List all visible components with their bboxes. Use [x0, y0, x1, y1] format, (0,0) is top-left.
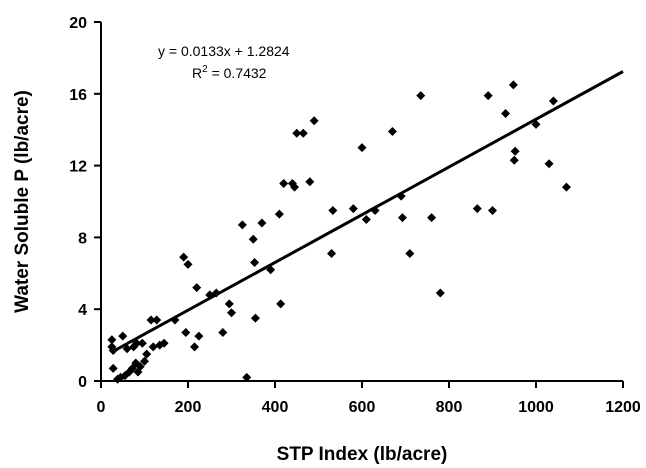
data-point — [328, 205, 338, 215]
data-point — [142, 349, 152, 359]
data-point — [472, 204, 482, 214]
data-point — [483, 91, 493, 101]
data-point — [387, 126, 397, 136]
data-point — [279, 179, 289, 189]
data-point — [548, 96, 558, 106]
y-tick-label: 16 — [69, 87, 87, 104]
data-point — [276, 299, 286, 309]
data-point — [510, 146, 520, 156]
data-point — [118, 331, 128, 341]
data-point — [544, 159, 554, 169]
y-tick-label: 8 — [78, 230, 87, 247]
x-tick-label: 1000 — [518, 399, 554, 416]
data-point — [137, 338, 147, 348]
data-point — [298, 128, 308, 138]
data-point — [192, 283, 202, 293]
data-point — [361, 214, 371, 224]
x-tick-label: 1200 — [605, 399, 641, 416]
data-point — [242, 372, 252, 382]
data-point — [148, 342, 158, 352]
data-point — [501, 109, 511, 119]
data-point — [348, 204, 358, 214]
data-point — [159, 338, 169, 348]
data-point — [405, 249, 415, 259]
data-point — [146, 315, 156, 325]
trendline — [111, 70, 624, 354]
data-point — [224, 299, 234, 309]
x-tick-label: 800 — [436, 399, 463, 416]
x-axis-title: STP Index (lb/acre) — [277, 444, 448, 465]
data-point — [290, 182, 300, 192]
data-point — [292, 128, 302, 138]
data-point — [140, 356, 149, 366]
y-axis-title: Water Soluble P (lb/acre) — [12, 90, 33, 313]
data-point — [218, 328, 228, 338]
data-point — [274, 209, 284, 219]
data-point — [250, 258, 260, 268]
y-tick-label: 4 — [78, 302, 87, 319]
regression-equation: y = 0.0133x + 1.2824 — [158, 43, 290, 59]
data-points — [107, 80, 571, 384]
data-point — [179, 252, 189, 262]
data-point — [427, 213, 437, 223]
x-tick-label: 200 — [175, 399, 202, 416]
data-point — [190, 342, 200, 352]
data-point — [181, 328, 191, 338]
data-point — [108, 363, 118, 373]
data-point — [227, 308, 236, 318]
data-point — [509, 155, 519, 165]
data-point — [257, 218, 267, 228]
data-point — [357, 143, 367, 153]
x-tick-label: 600 — [349, 399, 376, 416]
data-point — [107, 335, 117, 345]
data-point — [237, 220, 247, 230]
data-point — [135, 362, 145, 372]
data-point — [309, 116, 319, 126]
data-point — [250, 313, 260, 323]
data-point — [183, 259, 193, 269]
data-point — [508, 80, 518, 90]
data-point — [194, 331, 204, 341]
data-point — [435, 288, 445, 298]
data-point — [327, 249, 337, 259]
data-point — [248, 234, 258, 244]
data-point — [561, 182, 571, 192]
data-point — [416, 91, 426, 101]
data-point — [488, 205, 497, 215]
r-squared-label: R2 = 0.7432 — [192, 64, 267, 81]
data-point — [305, 177, 315, 187]
y-tick-label: 0 — [78, 374, 87, 391]
y-tick-label: 12 — [69, 159, 87, 176]
data-point — [397, 213, 407, 223]
trendline-group — [111, 70, 624, 354]
x-tick-label: 0 — [97, 399, 106, 416]
chart-axes — [100, 22, 623, 382]
data-point — [152, 315, 162, 325]
y-tick-label: 20 — [69, 15, 87, 32]
x-tick-label: 400 — [262, 399, 289, 416]
